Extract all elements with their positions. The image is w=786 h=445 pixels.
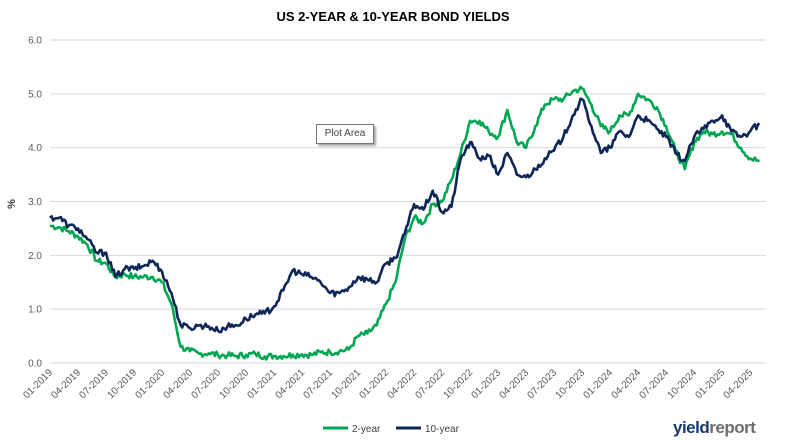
y-tick-label: 6.0 <box>28 36 42 47</box>
x-tick-label: 07-2019 <box>77 367 111 401</box>
x-tick-label: 04-2023 <box>497 367 531 401</box>
x-tick-label: 04-2019 <box>49 367 83 401</box>
x-tick-label: 01-2024 <box>581 367 615 401</box>
x-tick-label: 10-2019 <box>105 367 139 401</box>
x-tick-label: 01-2022 <box>357 367 391 401</box>
legend-label-2year: 2-year <box>352 424 381 435</box>
y-tick-label: 4.0 <box>28 143 42 154</box>
x-tick-label: 01-2019 <box>21 367 55 401</box>
x-tick-label: 10-2024 <box>666 367 700 401</box>
x-tick-label: 04-2021 <box>273 367 307 401</box>
x-tick-label: 04-2020 <box>161 367 195 401</box>
x-tick-label: 07-2020 <box>189 367 223 401</box>
x-tick-label: 07-2021 <box>301 367 335 401</box>
y-axis-ticks: 0.0 1.0 2.0 3.0 4.0 5.0 6.0 <box>28 36 42 370</box>
series-line-2year <box>49 85 760 361</box>
series-lines <box>49 85 761 361</box>
y-tick-label: 5.0 <box>28 89 42 100</box>
gridlines <box>50 39 766 364</box>
y-axis-title: % <box>6 199 18 209</box>
x-tick-label: 10-2023 <box>553 367 587 401</box>
x-tick-label: 01-2025 <box>694 367 728 401</box>
y-tick-label: 0.0 <box>28 359 42 370</box>
x-tick-label: 04-2024 <box>609 367 643 401</box>
x-tick-label: 01-2021 <box>245 367 279 401</box>
logo-part-report: report <box>709 418 756 437</box>
series-line-10year <box>49 97 761 334</box>
x-tick-label: 07-2022 <box>413 367 447 401</box>
x-tick-label: 04-2025 <box>722 367 756 401</box>
x-tick-label: 01-2020 <box>133 367 167 401</box>
x-tick-label: 10-2022 <box>441 367 475 401</box>
legend-label-10year: 10-year <box>425 424 460 435</box>
y-tick-label: 2.0 <box>28 251 42 262</box>
x-tick-label: 07-2024 <box>638 367 672 401</box>
x-tick-label: 01-2023 <box>469 367 503 401</box>
x-tick-label: 07-2023 <box>525 367 559 401</box>
x-tick-label: 10-2021 <box>329 367 363 401</box>
legend: 2-year 10-year <box>323 424 460 435</box>
chart-title: US 2-YEAR & 10-YEAR BOND YIELDS <box>276 9 509 24</box>
x-tick-label: 10-2020 <box>217 367 251 401</box>
y-tick-label: 3.0 <box>28 197 42 208</box>
plot-area-tooltip: Plot Area <box>316 124 374 144</box>
yieldreport-logo: yieldreport <box>673 418 756 438</box>
y-tick-label: 1.0 <box>28 305 42 316</box>
x-tick-label: 04-2022 <box>385 367 419 401</box>
logo-part-yield: yield <box>673 418 710 437</box>
x-axis-ticks: 01-201904-201907-201910-201901-202004-20… <box>21 367 755 401</box>
